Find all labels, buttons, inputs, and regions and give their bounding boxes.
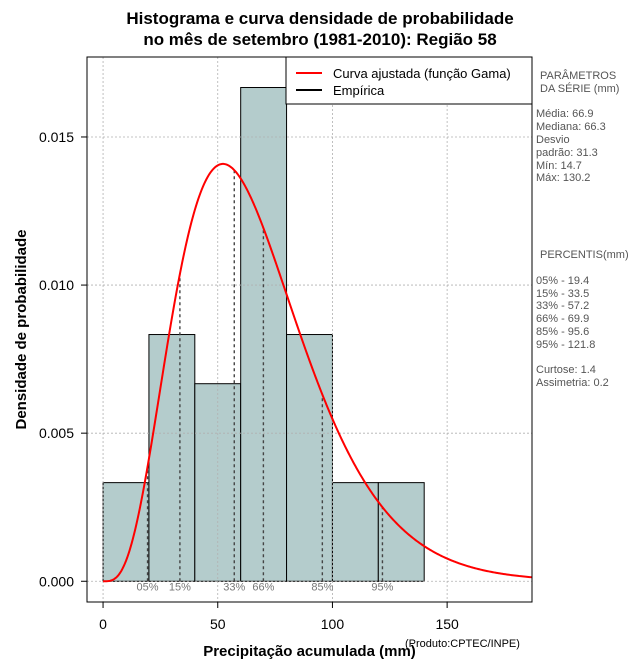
percentile-label-95%: 95% (371, 581, 393, 593)
stats-panel: PARÂMETROS DA SÉRIE (mm) Média: 66.9 Med… (536, 70, 640, 390)
percentis-header: PERCENTIS(mm) (540, 249, 629, 262)
percentil-15: 15% - 33.5 (536, 287, 590, 300)
stats-header-1: PARÂMETROS (540, 70, 617, 82)
stat-desvio-1: Desvio (536, 133, 570, 146)
stat-max: Máx: 130.2 (536, 172, 591, 185)
x-tick-label-0: 0 (99, 616, 107, 632)
stat-desvio-2: padrão: 31.3 (536, 146, 598, 159)
x-tick-label-2: 100 (321, 616, 345, 632)
histogram-bar-6 (377, 482, 425, 582)
percentil-66: 66% - 69.9 (536, 313, 590, 326)
legend-box (285, 56, 533, 105)
percentile-label-66%: 66% (252, 581, 274, 593)
x-axis-title: Precipitação acumulada (mm) (203, 643, 416, 660)
percentile-label-85%: 85% (311, 581, 333, 593)
histogram-bar-1 (148, 334, 196, 582)
percentile-label-15%: 15% (169, 581, 191, 593)
y-axis-title: Densidade de probabilidade (13, 229, 30, 429)
percentile-label-33%: 33% (223, 581, 245, 593)
histogram-bar-5 (331, 482, 379, 582)
x-tick-label-1: 50 (210, 616, 226, 632)
y-tick-label-3: 0.015 (39, 129, 74, 145)
percentil-85: 85% - 95.6 (536, 325, 590, 338)
percentil-05: 05% - 19.4 (536, 274, 590, 287)
stat-mediana: Mediana: 66.3 (536, 121, 606, 134)
chart-title-line1: Histograma e curva densidade de probabil… (126, 9, 514, 28)
gamma-fit-curve (103, 162, 533, 583)
percentil-95: 95% - 121.8 (536, 338, 596, 351)
stat-media: Média: 66.9 (536, 108, 594, 121)
stat-curtose: Curtose: 1.4 (536, 364, 596, 377)
stat-assimetria: Assimetria: 0.2 (536, 377, 609, 390)
histogram-bar-4 (286, 334, 333, 582)
y-tick-label-0: 0.000 (39, 573, 74, 589)
product-credit: (Produto:CPTEC/INPE) (405, 638, 520, 650)
stat-min: Mín: 14.7 (536, 159, 582, 172)
y-tick-label-1: 0.005 (39, 425, 74, 441)
y-tick-label-2: 0.010 (39, 277, 74, 293)
stats-header-2: DA SÉRIE (mm) (540, 82, 620, 95)
percentile-label-05%: 05% (137, 581, 159, 593)
x-tick-label-3: 150 (435, 616, 459, 632)
chart-title: Histograma e curva densidade de probabil… (0, 8, 640, 50)
legend-empirical-label: Empírica (333, 83, 385, 98)
percentil-33: 33% - 57.2 (536, 300, 590, 313)
chart-title-line2: no mês de setembro (1981-2010): Região 5… (143, 30, 497, 49)
legend-fitted-label: Curva ajustada (função Gama) (333, 66, 511, 81)
